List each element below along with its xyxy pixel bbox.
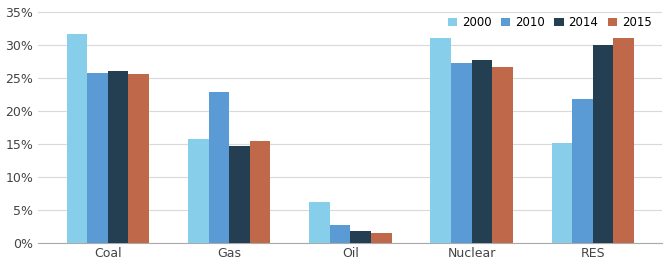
Bar: [593, 45, 613, 243]
Bar: [250, 140, 271, 243]
Bar: [88, 73, 108, 243]
Bar: [309, 202, 330, 243]
Bar: [613, 39, 634, 243]
Legend: 2000, 2010, 2014, 2015: 2000, 2010, 2014, 2015: [443, 11, 657, 34]
Bar: [108, 71, 128, 243]
Bar: [229, 147, 250, 243]
Bar: [330, 225, 351, 243]
Bar: [351, 231, 371, 243]
Bar: [572, 99, 593, 243]
Bar: [451, 63, 472, 243]
Bar: [208, 93, 229, 243]
Bar: [492, 67, 513, 243]
Bar: [128, 74, 149, 243]
Bar: [472, 60, 492, 243]
Bar: [371, 233, 391, 243]
Bar: [552, 143, 572, 243]
Bar: [430, 39, 451, 243]
Bar: [67, 34, 88, 243]
Bar: [188, 139, 208, 243]
